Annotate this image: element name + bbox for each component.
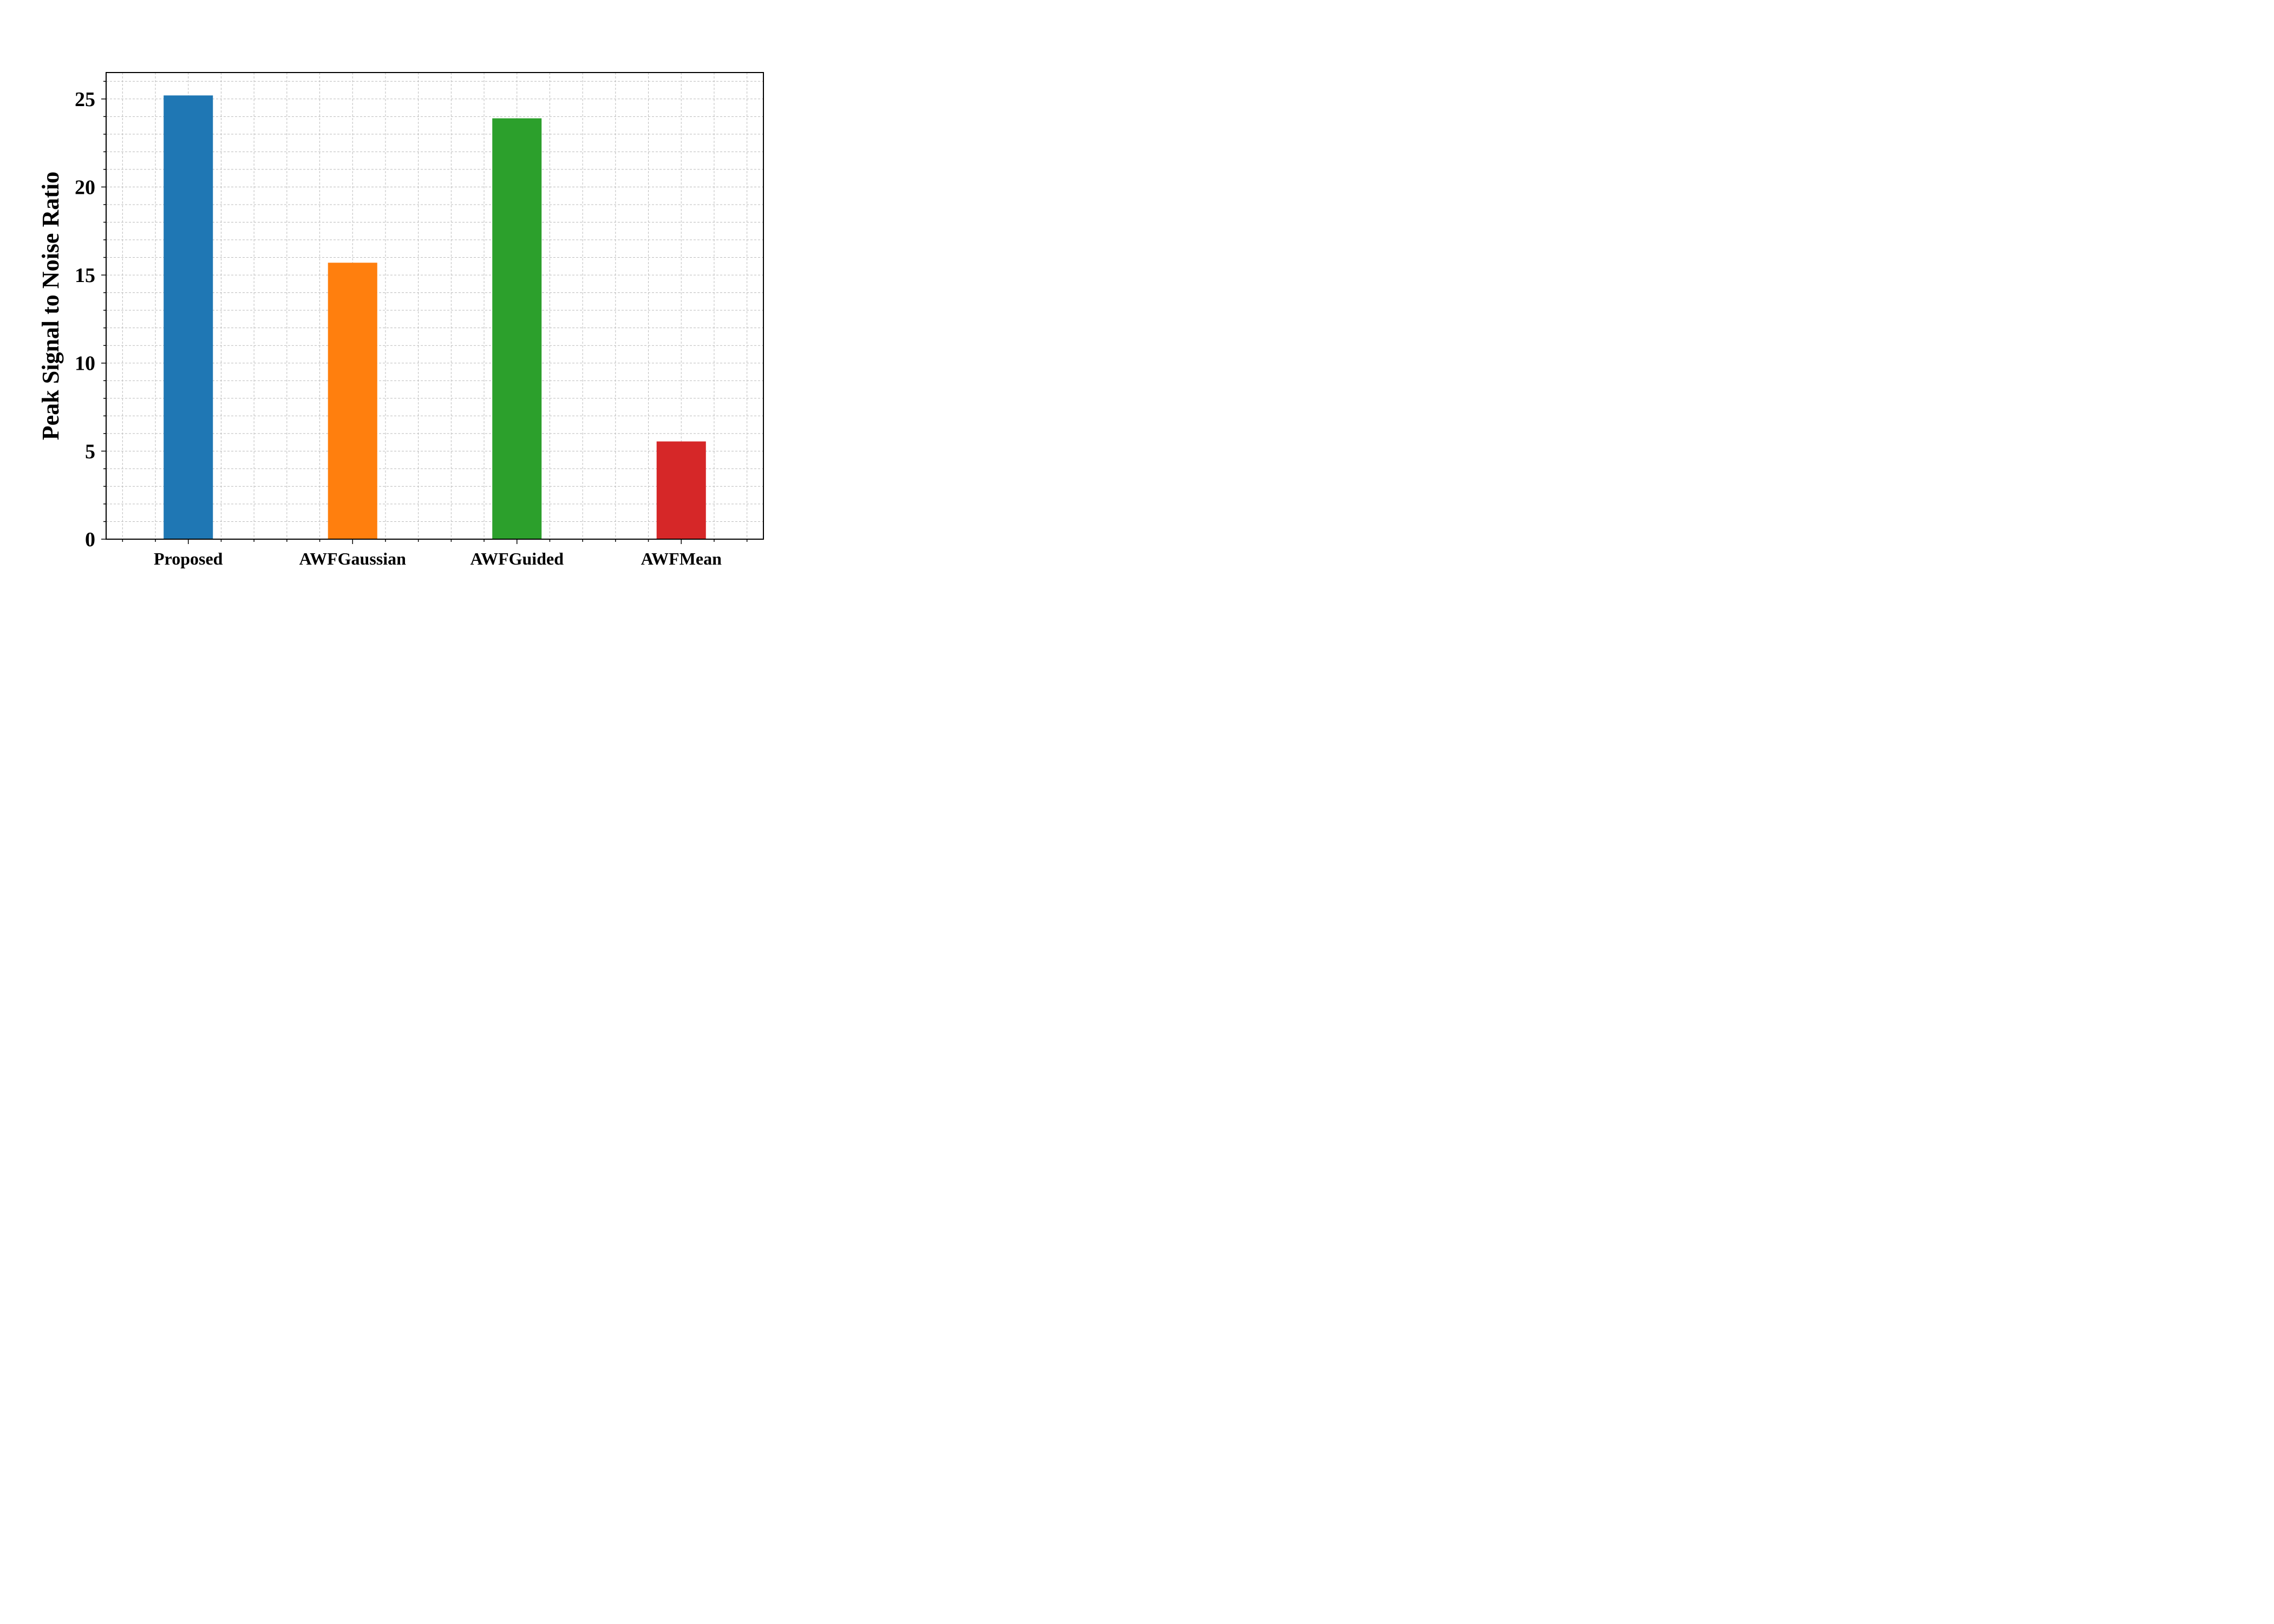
chart: Proposed AWFGaussian AWFGuided AWFMean 0 5 10 1… xyxy=(0,0,844,603)
x-tick-label: AWFGuided xyxy=(471,549,564,568)
y-axis-label: Peak Signal to Noise Ratio xyxy=(37,172,64,440)
y-tick-label: 10 xyxy=(75,352,95,375)
y-tick-label: 25 xyxy=(75,88,95,111)
bars xyxy=(164,95,706,539)
bar-awfguided xyxy=(492,118,542,539)
bar-proposed xyxy=(164,95,213,539)
y-tick-label: 0 xyxy=(85,528,95,551)
bar-awfmean xyxy=(656,441,706,539)
x-tick-label: AWFMean xyxy=(641,549,722,568)
y-tick-label: 15 xyxy=(75,264,95,287)
bar-awfgaussian xyxy=(328,263,377,539)
chart-background xyxy=(0,0,844,603)
y-tick-label: 5 xyxy=(85,440,95,463)
plot-frame xyxy=(106,72,764,540)
x-tick-label: AWFGaussian xyxy=(299,549,407,568)
axis-ticks xyxy=(101,81,748,544)
y-tick-label: 20 xyxy=(75,176,95,199)
tick-labels: Proposed AWFGaussian AWFGuided AWFMean 0 5 10 1… xyxy=(75,88,722,568)
x-tick-label: Proposed xyxy=(154,549,223,568)
